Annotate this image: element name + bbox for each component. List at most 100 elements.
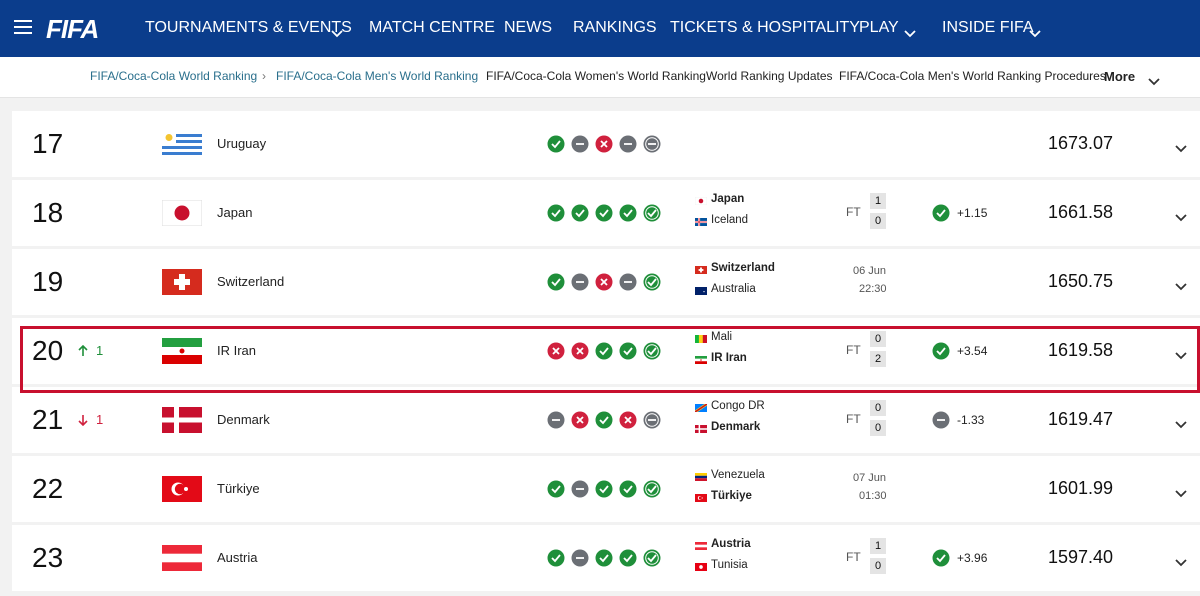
flag bbox=[695, 356, 707, 364]
form-icon bbox=[571, 549, 589, 572]
team-name: Austria bbox=[217, 550, 258, 565]
ranking-row: 23 Austria Austria Tunisia FT 1 0 +3.96 1597.40 bbox=[12, 525, 1200, 591]
rank: 23 bbox=[32, 542, 64, 573]
form-icon bbox=[619, 549, 637, 572]
flag bbox=[695, 266, 707, 274]
chevron[interactable] bbox=[1175, 209, 1187, 227]
form-icon bbox=[571, 480, 589, 503]
match-away: Denmark bbox=[711, 421, 761, 433]
match-status: FT bbox=[846, 412, 861, 426]
logo[interactable]: FIFA bbox=[46, 14, 99, 44]
nav-item[interactable]: PLAY bbox=[859, 19, 899, 36]
chevron[interactable] bbox=[904, 25, 916, 43]
form-icon bbox=[547, 549, 565, 572]
sub-nav-item[interactable]: FIFA/Coca-Cola Men's World Ranking Proce… bbox=[839, 69, 1106, 83]
chevron[interactable] bbox=[331, 25, 343, 43]
match-away: Australia bbox=[711, 283, 756, 295]
form-icon bbox=[619, 342, 637, 365]
sub-nav: FIFA/Coca-Cola World Ranking FIFA/Coca-Co… bbox=[0, 57, 1200, 98]
chevron[interactable] bbox=[1029, 25, 1041, 43]
flag bbox=[695, 563, 707, 571]
form-icon bbox=[643, 411, 661, 434]
form-icon bbox=[547, 273, 565, 296]
match-status: FT bbox=[846, 550, 861, 564]
rank: 21 bbox=[32, 404, 64, 435]
form-icon bbox=[571, 273, 589, 296]
flag bbox=[162, 545, 202, 571]
home-score: 0 bbox=[870, 331, 886, 347]
form-icon bbox=[571, 342, 589, 365]
form-icon bbox=[595, 411, 613, 434]
sub-nav-item[interactable]: FIFA/Coca-Cola World Ranking bbox=[90, 69, 258, 83]
form-icon bbox=[643, 204, 661, 227]
menu-icon[interactable] bbox=[14, 20, 32, 34]
chevron[interactable] bbox=[1175, 347, 1187, 365]
home-score: 0 bbox=[870, 400, 886, 416]
match-time: 01:30 bbox=[859, 490, 887, 502]
flag bbox=[695, 473, 707, 481]
sub-nav-item[interactable]: FIFA/Coca-Cola Women's World Ranking bbox=[486, 69, 706, 83]
points-change: -1.33 bbox=[957, 413, 985, 427]
form-icon bbox=[571, 135, 589, 158]
form-icon bbox=[595, 135, 613, 158]
nav-item[interactable]: MATCH CENTRE bbox=[369, 19, 495, 36]
highlight-box bbox=[20, 326, 1200, 393]
team-name: Switzerland bbox=[217, 274, 285, 289]
flag bbox=[695, 425, 707, 433]
match-away: IR Iran bbox=[711, 352, 747, 364]
rank: 20 bbox=[32, 335, 64, 366]
nav-item[interactable]: INSIDE FIFA bbox=[942, 19, 1034, 36]
change-icon bbox=[932, 411, 950, 434]
chevron[interactable] bbox=[1175, 416, 1187, 434]
away-score: 2 bbox=[870, 351, 886, 367]
sub-nav-item[interactable]: World Ranking Updates bbox=[706, 69, 833, 83]
flag bbox=[162, 200, 202, 226]
points: 1619.58 bbox=[1048, 340, 1114, 360]
match-home: Mali bbox=[711, 331, 733, 343]
flag bbox=[695, 197, 707, 205]
nav-item[interactable]: NEWS bbox=[504, 19, 552, 36]
rank: 18 bbox=[32, 197, 64, 228]
more-link[interactable]: More bbox=[1104, 69, 1136, 84]
breadcrumb-sep: › bbox=[262, 69, 266, 83]
flag bbox=[695, 335, 707, 343]
flag bbox=[162, 131, 202, 157]
match-date: 07 Jun bbox=[853, 472, 887, 484]
team-name: Uruguay bbox=[217, 136, 267, 151]
movement-arrow bbox=[78, 413, 88, 431]
form-icon bbox=[643, 549, 661, 572]
team-name: IR Iran bbox=[217, 343, 257, 358]
form-icon bbox=[571, 411, 589, 434]
nav-item[interactable]: TICKETS & HOSPITALITY bbox=[670, 19, 860, 36]
flag bbox=[162, 476, 202, 502]
form-icon bbox=[619, 480, 637, 503]
sub-nav-item[interactable]: FIFA/Coca-Cola Men's World Ranking bbox=[276, 69, 479, 83]
chevron[interactable] bbox=[1148, 73, 1160, 91]
chevron[interactable] bbox=[1175, 278, 1187, 296]
ranking-row: 17 Uruguay 1673.07 bbox=[12, 111, 1200, 177]
home-score: 1 bbox=[870, 538, 886, 554]
nav-item[interactable]: TOURNAMENTS & EVENTS bbox=[145, 19, 352, 36]
flag bbox=[695, 542, 707, 550]
change-icon bbox=[932, 204, 950, 227]
points-change: +1.15 bbox=[957, 206, 988, 220]
chevron[interactable] bbox=[1175, 554, 1187, 572]
match-home: Japan bbox=[711, 193, 745, 205]
team-name: Japan bbox=[217, 205, 253, 220]
points-change: +3.54 bbox=[957, 344, 988, 358]
match-status: FT bbox=[846, 205, 861, 219]
flag bbox=[695, 494, 707, 502]
nav-item[interactable]: RANKINGS bbox=[573, 19, 657, 36]
chevron[interactable] bbox=[1175, 140, 1187, 158]
rank: 19 bbox=[32, 266, 64, 297]
flag bbox=[162, 407, 202, 433]
form-icon bbox=[643, 135, 661, 158]
form-icon bbox=[619, 411, 637, 434]
points: 1661.58 bbox=[1048, 202, 1114, 222]
flag bbox=[162, 269, 202, 295]
chevron[interactable] bbox=[1175, 485, 1187, 503]
form-icon bbox=[643, 273, 661, 296]
flag bbox=[162, 338, 202, 364]
